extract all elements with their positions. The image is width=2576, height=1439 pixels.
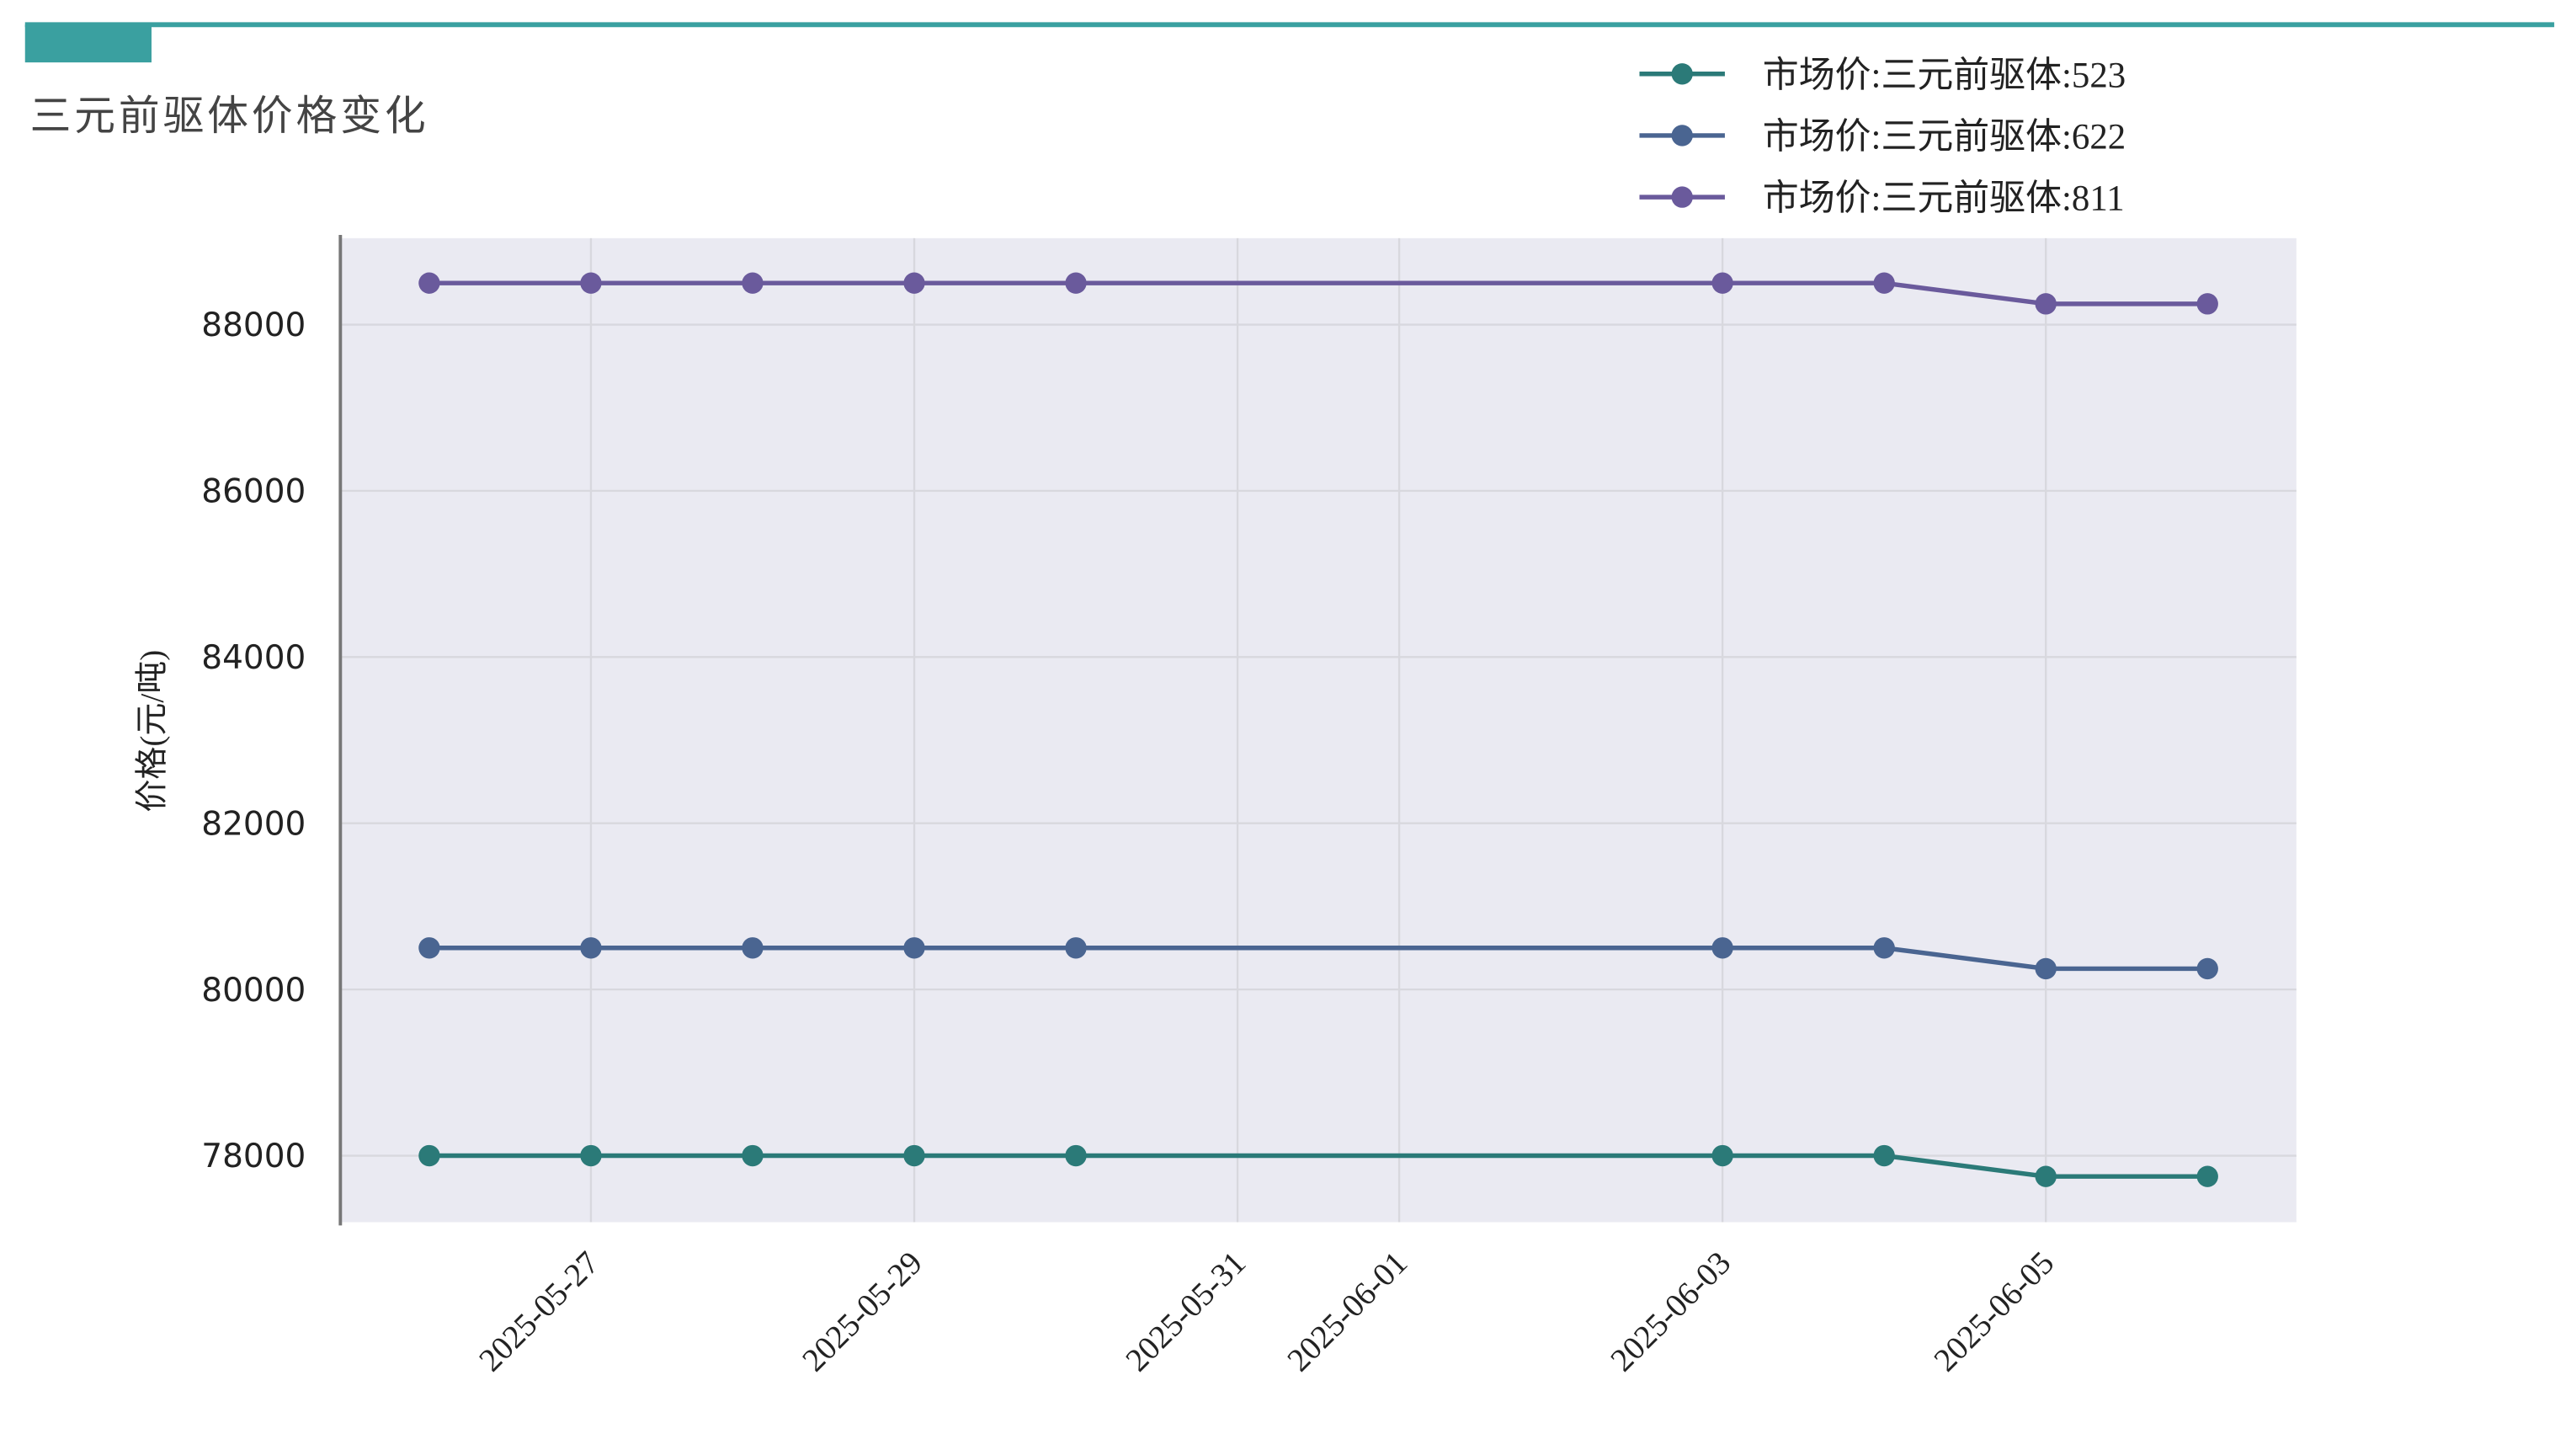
y-tick-label: 80000 bbox=[201, 972, 306, 1010]
legend-label: 市场价:三元前驱体:811 bbox=[1763, 179, 2125, 219]
point-marker bbox=[2035, 293, 2057, 315]
y-tick-label: 82000 bbox=[201, 805, 306, 843]
x-tick-label: 2025-06-03 bbox=[1604, 1244, 1738, 1378]
point-marker bbox=[1065, 1144, 1087, 1167]
point-marker bbox=[1711, 937, 1733, 959]
point-marker bbox=[903, 272, 925, 294]
point-marker bbox=[1711, 272, 1733, 294]
point-marker bbox=[580, 937, 602, 959]
legend-marker bbox=[1671, 63, 1693, 85]
legend-label: 市场价:三元前驱体:622 bbox=[1763, 117, 2126, 157]
point-marker bbox=[1873, 1144, 1895, 1167]
point-marker bbox=[1065, 272, 1087, 294]
point-marker bbox=[742, 937, 764, 959]
header-block bbox=[24, 24, 152, 63]
point-marker bbox=[418, 937, 440, 959]
x-tick-label: 2025-05-27 bbox=[472, 1244, 606, 1378]
point-marker bbox=[2196, 293, 2218, 315]
plot-area bbox=[340, 237, 2297, 1223]
point-marker bbox=[2196, 1165, 2218, 1187]
y-tick-label: 78000 bbox=[201, 1138, 306, 1175]
x-tick-label: 2025-06-01 bbox=[1280, 1244, 1414, 1378]
point-marker bbox=[580, 1144, 602, 1167]
point-marker bbox=[903, 1144, 925, 1167]
y-axis-label: 价格(元/吨) bbox=[135, 650, 171, 813]
legend-label: 市场价:三元前驱体:523 bbox=[1763, 55, 2126, 95]
point-marker bbox=[2196, 957, 2218, 980]
point-marker bbox=[1711, 1144, 1733, 1167]
legend-marker bbox=[1671, 125, 1693, 147]
y-tick-label: 84000 bbox=[201, 639, 306, 677]
point-marker bbox=[580, 272, 602, 294]
y-tick-label: 88000 bbox=[201, 306, 306, 344]
point-marker bbox=[1873, 272, 1895, 294]
point-marker bbox=[418, 272, 440, 294]
x-tick-label: 2025-05-31 bbox=[1119, 1244, 1253, 1378]
x-tick-label: 2025-06-05 bbox=[1927, 1244, 2061, 1378]
x-tick-label: 2025-05-29 bbox=[796, 1244, 929, 1378]
point-marker bbox=[2035, 1165, 2057, 1187]
point-marker bbox=[742, 1144, 764, 1167]
chart-title: 三元前驱体价格变化 bbox=[30, 93, 429, 139]
point-marker bbox=[742, 272, 764, 294]
y-tick-label: 86000 bbox=[201, 473, 306, 511]
point-marker bbox=[1873, 937, 1895, 959]
point-marker bbox=[418, 1144, 440, 1167]
point-marker bbox=[2035, 957, 2057, 980]
point-marker bbox=[1065, 937, 1087, 959]
legend-marker bbox=[1671, 186, 1693, 208]
point-marker bbox=[903, 937, 925, 959]
